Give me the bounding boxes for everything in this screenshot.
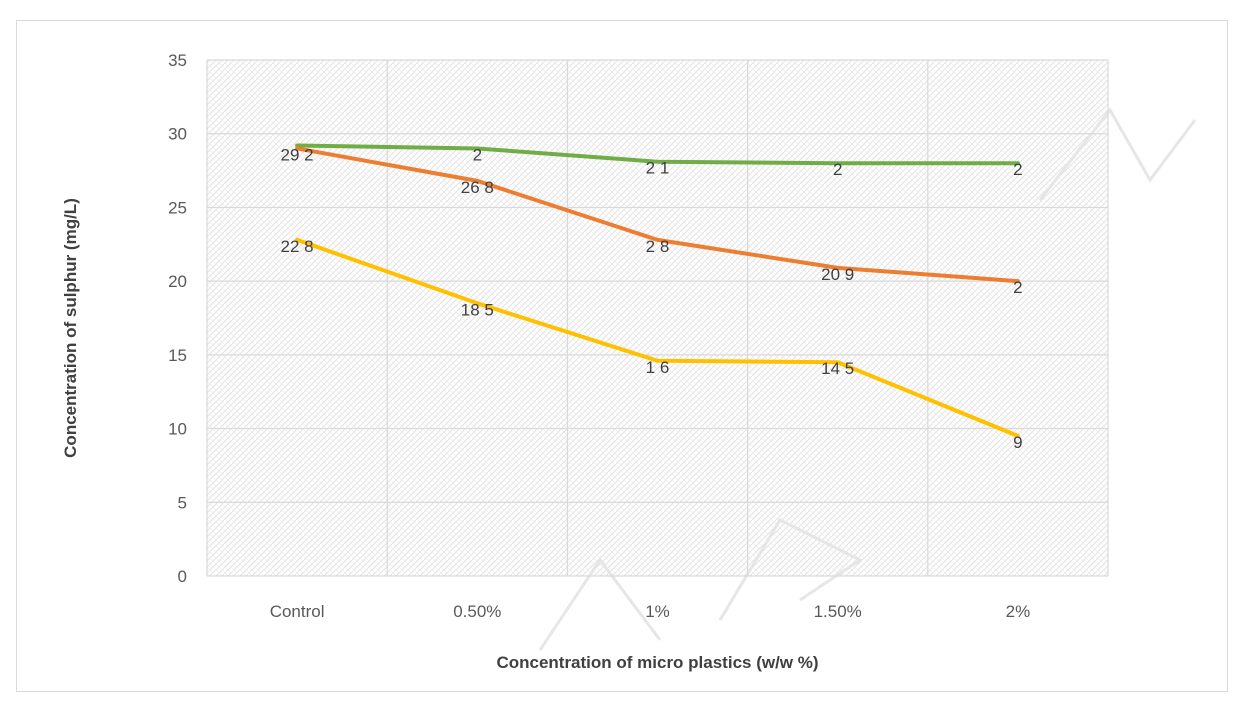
- data-label: 2: [473, 145, 482, 164]
- x-axis-title: Concentration of micro plastics (w/w %): [496, 653, 818, 672]
- y-tick-label: 20: [168, 272, 187, 291]
- data-label: 2: [833, 160, 842, 179]
- y-tick-label: 35: [168, 51, 187, 70]
- data-label: 14 5: [821, 359, 854, 378]
- data-labels: 2 2 1 2 2 29 2 26 8 2 8 20 9 2 22 8 18 5 1 6 14 5 9: [281, 145, 1023, 451]
- y-tick-label: 25: [168, 198, 187, 217]
- watermark-lettering: [538, 107, 1197, 651]
- data-label: 22 8: [281, 237, 314, 256]
- series-lines: [295, 143, 1020, 438]
- y-tick-label: 5: [178, 493, 187, 512]
- x-tick-label: 1.50%: [814, 602, 862, 621]
- plot-area: [207, 60, 1108, 576]
- y-tick-label: 0: [178, 567, 187, 586]
- data-label: 2: [1013, 278, 1022, 297]
- y-tick-label: 10: [168, 420, 187, 439]
- data-label: 2 1: [646, 159, 670, 178]
- data-label: 9: [1013, 433, 1022, 452]
- data-label: 29 2: [281, 145, 314, 164]
- x-tick-label: 2%: [1006, 602, 1031, 621]
- y-tick-label: 30: [168, 125, 187, 144]
- data-label: 26 8: [461, 178, 494, 197]
- data-label: 18 5: [461, 300, 494, 319]
- y-axis-ticks: 0 5 10 15 20 25 30 35: [168, 51, 187, 586]
- x-tick-label: Control: [270, 602, 325, 621]
- data-label: 2 8: [646, 237, 670, 256]
- data-label: 2: [1013, 160, 1022, 179]
- y-axis-title: Concentration of sulphur (mg/L): [61, 198, 80, 458]
- x-tick-label: 1%: [645, 602, 670, 621]
- x-axis-ticks: Control 0.50% 1% 1.50% 2%: [270, 602, 1030, 621]
- data-label: 1 6: [646, 358, 670, 377]
- x-tick-label: 0.50%: [453, 602, 501, 621]
- data-label: 20 9: [821, 265, 854, 284]
- y-tick-label: 15: [168, 346, 187, 365]
